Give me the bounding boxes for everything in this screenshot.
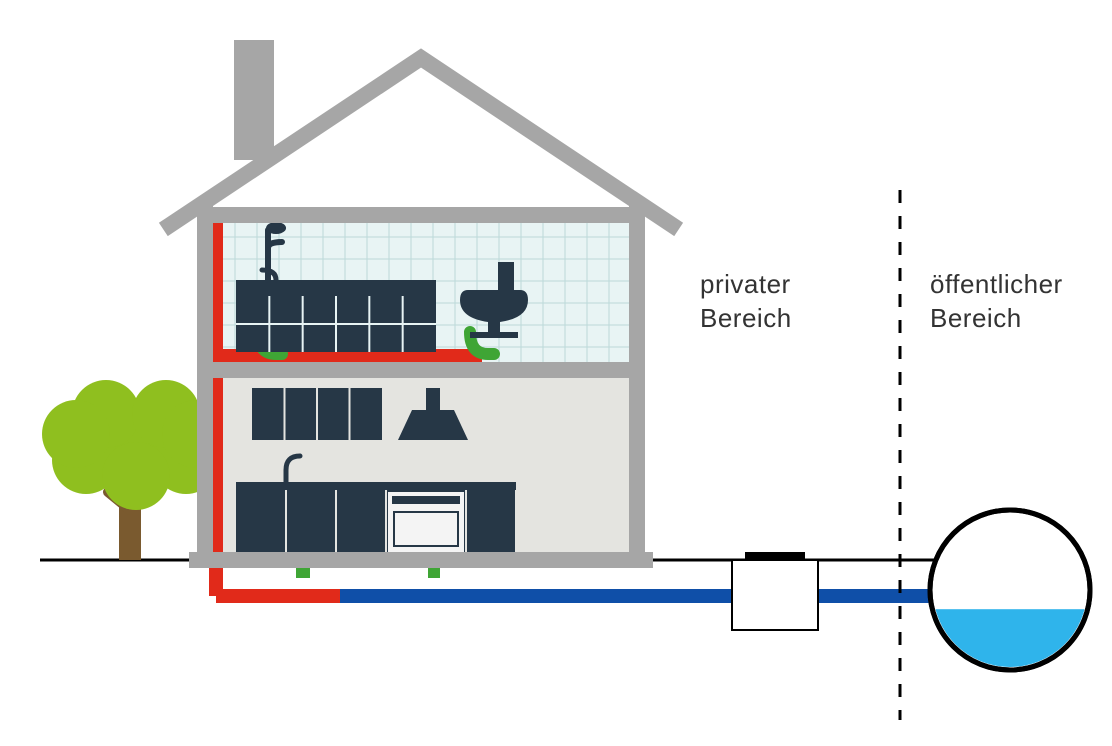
label-public-area: öffentlicher Bereich	[930, 268, 1063, 336]
label-public-line1: öffentlicher	[930, 269, 1063, 299]
label-private-line1: privater	[700, 269, 791, 299]
label-public-line2: Bereich	[930, 303, 1022, 333]
inspection-chamber	[732, 552, 818, 630]
drainage-diagram	[0, 0, 1112, 746]
public-sewer	[930, 510, 1090, 746]
label-private-area: privater Bereich	[700, 268, 792, 336]
label-private-line2: Bereich	[700, 303, 792, 333]
